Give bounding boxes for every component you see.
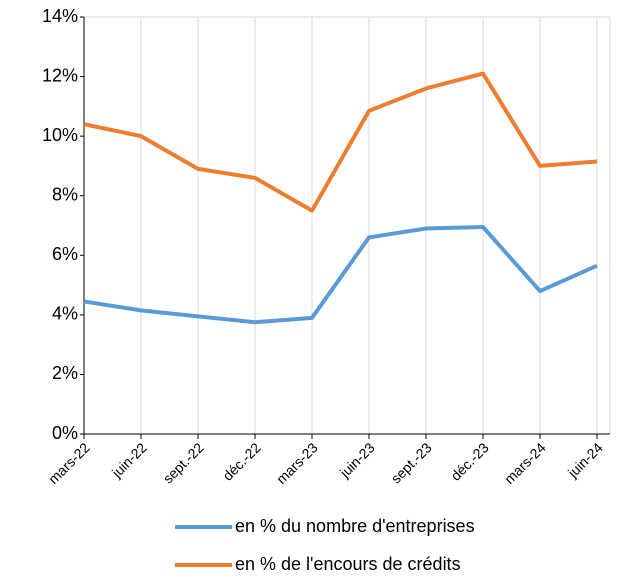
y-tick-label: 4% — [52, 304, 78, 324]
x-tick-label: déc.-22 — [219, 439, 263, 483]
y-tick-label: 6% — [52, 244, 78, 264]
y-tick-label: 12% — [42, 65, 78, 85]
x-tick-label: mars-23 — [273, 439, 321, 487]
series-line — [83, 71, 598, 213]
x-tick-label: mars-22 — [45, 439, 93, 487]
legend-label: en % du nombre d'entreprises — [235, 516, 475, 536]
x-tick-label: juin-22 — [108, 439, 150, 481]
y-tick-label: 14% — [42, 6, 78, 26]
x-tick-label: juin-23 — [336, 439, 378, 481]
x-tick-label: juin-24 — [564, 439, 606, 481]
x-tick-label: mars-24 — [501, 439, 549, 487]
legend-label: en % de l'encours de crédits — [235, 554, 461, 574]
x-tick-label: déc.-23 — [447, 439, 491, 483]
y-tick-label: 0% — [52, 423, 78, 443]
x-tick-label: sept.-22 — [160, 439, 207, 486]
y-tick-label: 10% — [42, 125, 78, 145]
y-tick-label: 2% — [52, 363, 78, 383]
series-line — [83, 224, 598, 325]
y-tick-label: 8% — [52, 184, 78, 204]
x-tick-label: sept.-23 — [388, 439, 435, 486]
